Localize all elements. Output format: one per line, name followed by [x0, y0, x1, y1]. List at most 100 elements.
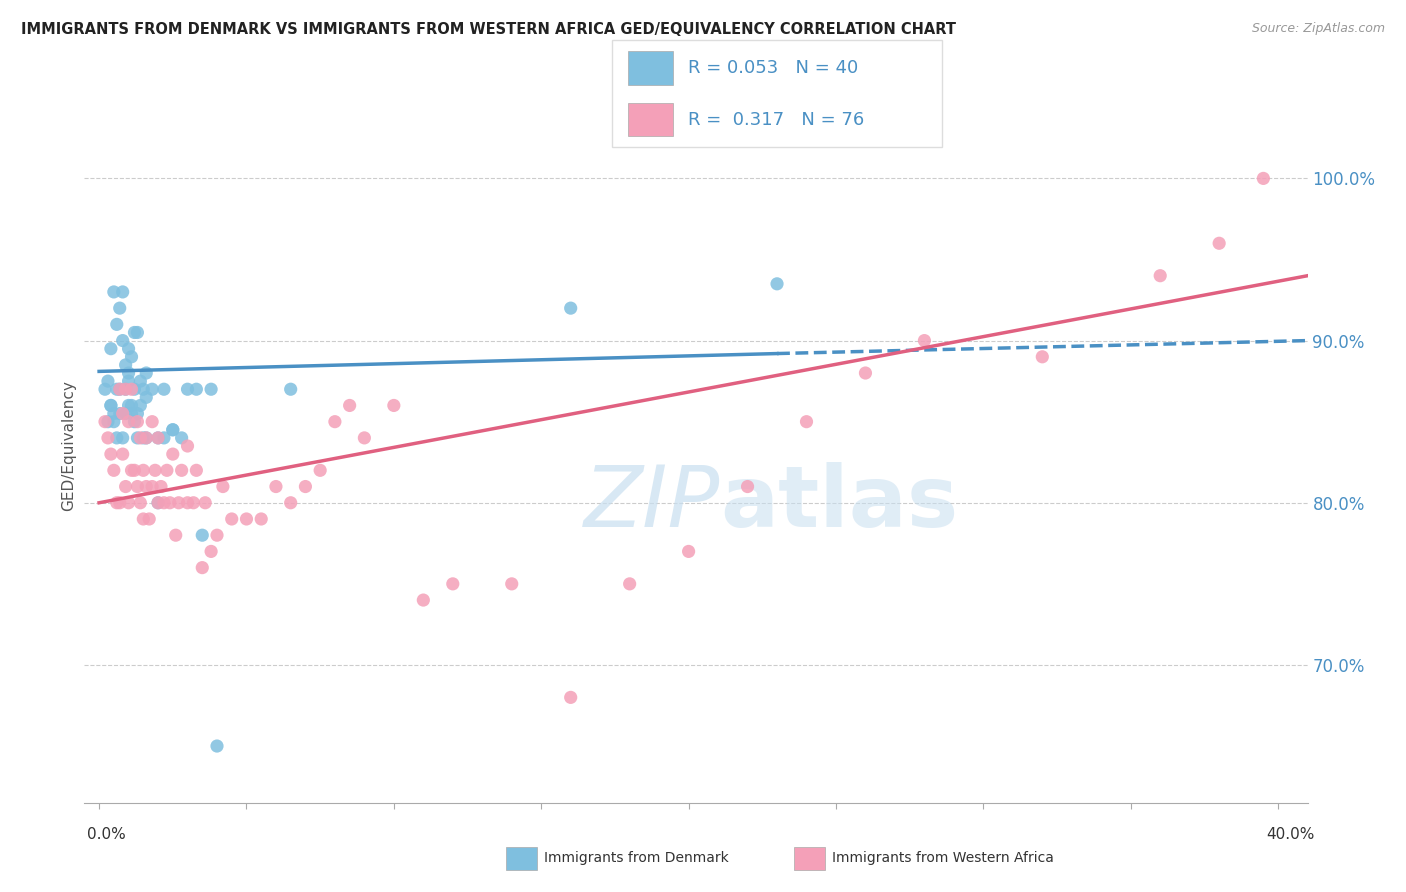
Point: [129, 431, 152, 445]
Point: [111, 447, 134, 461]
Point: [855, 366, 877, 380]
Point: [560, 301, 582, 315]
Point: [796, 415, 818, 429]
Point: [162, 423, 184, 437]
Point: [205, 528, 228, 542]
Point: [127, 407, 149, 421]
Point: [619, 577, 641, 591]
Point: [264, 479, 287, 493]
Point: [501, 577, 523, 591]
Text: IMMIGRANTS FROM DENMARK VS IMMIGRANTS FROM WESTERN AFRICA GED/EQUIVALENCY CORREL: IMMIGRANTS FROM DENMARK VS IMMIGRANTS FR…: [21, 22, 956, 37]
Point: [186, 382, 208, 396]
Point: [560, 690, 582, 705]
Point: [170, 463, 193, 477]
Text: R = 0.053   N = 40: R = 0.053 N = 40: [688, 59, 858, 77]
Point: [105, 496, 128, 510]
Text: R =  0.317   N = 76: R = 0.317 N = 76: [688, 111, 863, 128]
Point: [146, 496, 169, 510]
Point: [167, 496, 190, 510]
Y-axis label: GED/Equivalency: GED/Equivalency: [60, 381, 76, 511]
Point: [146, 431, 169, 445]
Point: [280, 496, 302, 510]
Point: [353, 431, 375, 445]
Point: [135, 431, 157, 445]
Point: [108, 301, 131, 315]
Point: [103, 415, 125, 429]
Point: [108, 407, 131, 421]
Point: [124, 415, 146, 429]
Point: [138, 512, 160, 526]
Point: [108, 382, 131, 396]
Point: [135, 479, 157, 493]
Point: [114, 479, 136, 493]
Point: [1149, 268, 1171, 283]
Point: [114, 382, 136, 396]
Point: [153, 431, 176, 445]
Point: [121, 407, 143, 421]
Point: [114, 382, 136, 396]
Point: [124, 326, 146, 340]
Point: [186, 463, 208, 477]
Point: [103, 407, 125, 421]
Point: [117, 342, 139, 356]
Point: [108, 496, 131, 510]
Point: [294, 479, 316, 493]
Point: [103, 285, 125, 299]
Point: [912, 334, 935, 348]
Point: [132, 463, 155, 477]
Point: [111, 285, 134, 299]
Point: [127, 326, 149, 340]
Point: [100, 399, 122, 413]
Point: [111, 431, 134, 445]
Point: [114, 407, 136, 421]
Point: [143, 463, 166, 477]
Point: [176, 382, 198, 396]
Text: Source: ZipAtlas.com: Source: ZipAtlas.com: [1251, 22, 1385, 36]
Point: [100, 342, 122, 356]
Point: [153, 496, 176, 510]
Text: Immigrants from Denmark: Immigrants from Denmark: [544, 851, 728, 865]
Text: 0.0%: 0.0%: [87, 827, 127, 841]
Point: [191, 528, 214, 542]
Point: [124, 463, 146, 477]
Point: [105, 318, 128, 332]
Point: [117, 366, 139, 380]
Point: [114, 358, 136, 372]
Point: [94, 382, 117, 396]
Point: [121, 399, 143, 413]
Point: [135, 366, 157, 380]
Point: [159, 496, 181, 510]
Point: [146, 496, 169, 510]
Point: [323, 415, 346, 429]
Point: [737, 479, 759, 493]
Point: [117, 374, 139, 388]
Point: [412, 593, 434, 607]
Point: [124, 382, 146, 396]
Point: [105, 431, 128, 445]
Point: [103, 463, 125, 477]
Point: [129, 496, 152, 510]
Point: [1253, 171, 1275, 186]
Point: [250, 512, 273, 526]
Point: [183, 496, 205, 510]
Point: [117, 496, 139, 510]
Text: Immigrants from Western Africa: Immigrants from Western Africa: [832, 851, 1054, 865]
Point: [111, 407, 134, 421]
Point: [176, 439, 198, 453]
Point: [1031, 350, 1053, 364]
Point: [100, 399, 122, 413]
Point: [141, 382, 163, 396]
Point: [129, 374, 152, 388]
Point: [165, 528, 187, 542]
Text: atlas: atlas: [720, 461, 959, 545]
Point: [97, 431, 120, 445]
Point: [141, 479, 163, 493]
Point: [141, 415, 163, 429]
Point: [221, 512, 243, 526]
Text: 40.0%: 40.0%: [1267, 827, 1315, 841]
Point: [678, 544, 700, 558]
Point: [132, 382, 155, 396]
Point: [127, 431, 149, 445]
Point: [766, 277, 789, 291]
Point: [97, 374, 120, 388]
